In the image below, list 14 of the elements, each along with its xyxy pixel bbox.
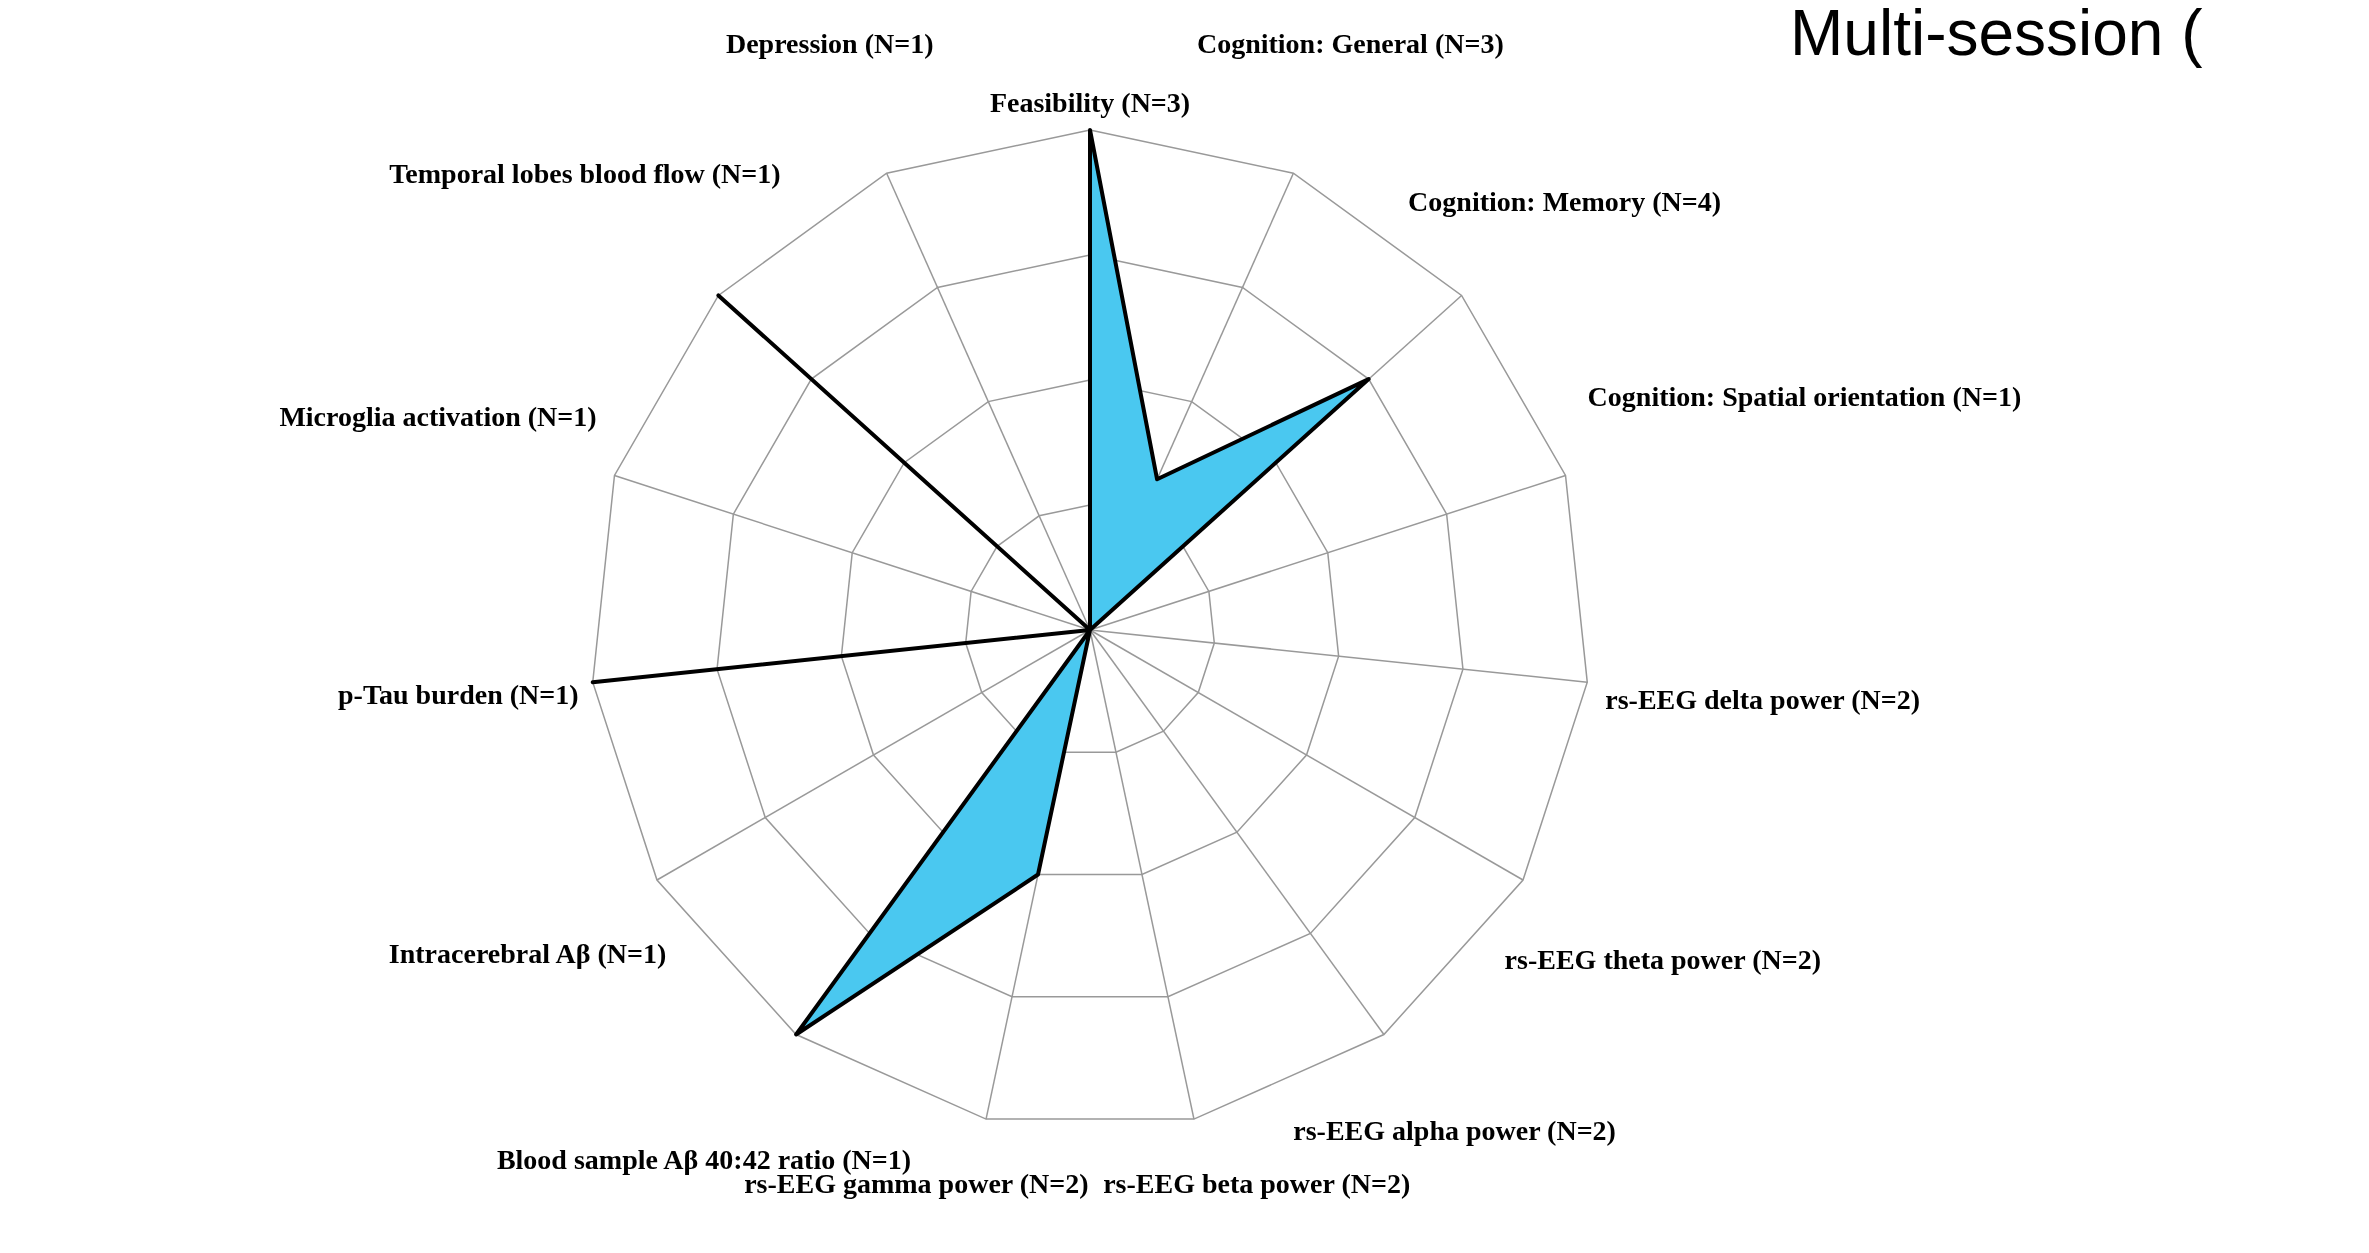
spoke-label: Cognition: Memory (N=4) bbox=[1408, 185, 1722, 217]
spoke-label: rs-EEG theta power (N=2) bbox=[1504, 943, 1821, 975]
spoke-label: Temporal lobes blood flow (N=1) bbox=[389, 158, 781, 190]
spoke-label: Depression (N=1) bbox=[725, 28, 934, 60]
spoke-label: Feasibility (N=3) bbox=[989, 87, 1191, 118]
spoke-label: p-Tau burden (N=1) bbox=[338, 679, 579, 711]
spoke-label: rs-EEG alpha power (N=2) bbox=[1293, 1114, 1616, 1146]
spoke-label: rs-EEG beta power (N=2) bbox=[1103, 1168, 1411, 1199]
spoke-label: Cognition: General (N=3) bbox=[1196, 28, 1504, 60]
spoke-label: Microglia activation (N=1) bbox=[279, 401, 597, 433]
spoke-label: Cognition: Spatial orientation (N=1) bbox=[1587, 380, 2022, 412]
chart-title: Multi-session ( bbox=[1790, 0, 2203, 69]
spoke-label: rs-EEG delta power (N=2) bbox=[1605, 683, 1921, 715]
spoke-label: Intracerebral Aβ (N=1) bbox=[388, 937, 667, 969]
